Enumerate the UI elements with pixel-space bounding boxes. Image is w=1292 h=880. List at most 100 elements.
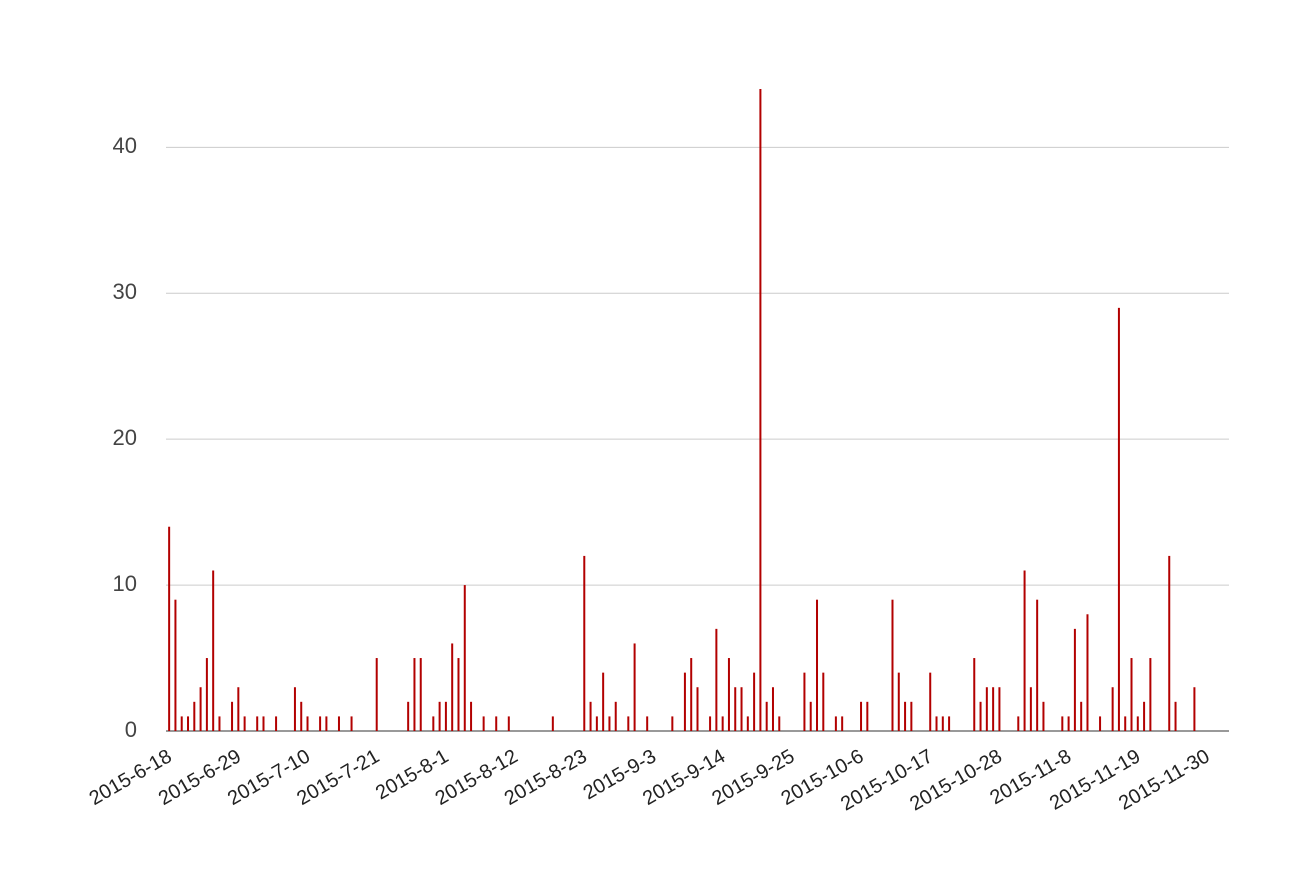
bar	[243, 716, 246, 731]
bar	[1130, 658, 1133, 731]
bar	[608, 716, 611, 731]
bar	[212, 570, 215, 731]
y-tick-label: 10	[113, 571, 137, 596]
bar	[803, 672, 806, 731]
bar	[671, 716, 674, 731]
bar	[1067, 716, 1070, 731]
bar	[1099, 716, 1102, 731]
bar	[627, 716, 630, 731]
bar	[1036, 599, 1039, 731]
bar	[495, 716, 498, 731]
bar	[841, 716, 844, 731]
bar	[746, 716, 749, 731]
bar	[256, 716, 259, 731]
bar	[589, 701, 592, 731]
bar	[941, 716, 944, 731]
bar	[834, 716, 837, 731]
bar	[1193, 687, 1196, 731]
bar	[438, 701, 441, 731]
bar	[231, 701, 234, 731]
bar	[470, 701, 473, 731]
bar	[1124, 716, 1127, 731]
bar	[646, 716, 649, 731]
bar	[1136, 716, 1139, 731]
bar	[1042, 701, 1045, 731]
bar	[180, 716, 183, 731]
bar	[1029, 687, 1032, 731]
bar	[891, 599, 894, 731]
bar	[759, 89, 762, 731]
bar	[690, 658, 693, 731]
bar	[904, 701, 907, 731]
bar	[910, 701, 913, 731]
bar	[992, 687, 995, 731]
bar	[419, 658, 422, 731]
y-tick-label: 20	[113, 425, 137, 450]
bar	[319, 716, 322, 731]
bar	[771, 687, 774, 731]
bar	[237, 687, 240, 731]
bar	[306, 716, 309, 731]
y-tick-label: 40	[113, 133, 137, 158]
bar	[973, 658, 976, 731]
bar	[709, 716, 712, 731]
bar	[457, 658, 460, 731]
bar	[816, 599, 819, 731]
bar	[985, 687, 988, 731]
bar	[998, 687, 1001, 731]
bar	[1073, 628, 1076, 731]
bar	[683, 672, 686, 731]
bar	[218, 716, 221, 731]
bar	[551, 716, 554, 731]
bar	[602, 672, 605, 731]
bar	[897, 672, 900, 731]
bar	[1117, 307, 1120, 731]
bar	[1086, 614, 1089, 731]
bar	[275, 716, 278, 731]
bar	[413, 658, 416, 731]
bar	[432, 716, 435, 731]
bar	[948, 716, 951, 731]
bar	[375, 658, 378, 731]
bar	[866, 701, 869, 731]
bar	[1017, 716, 1020, 731]
bar	[614, 701, 617, 731]
bar	[168, 526, 171, 731]
bar	[583, 555, 586, 731]
bar	[715, 628, 718, 731]
bar	[1149, 658, 1152, 731]
bar	[174, 599, 177, 731]
bar	[293, 687, 296, 731]
y-tick-label: 0	[125, 717, 137, 742]
bar	[696, 687, 699, 731]
bar	[778, 716, 781, 731]
bar	[809, 701, 812, 731]
bar	[727, 658, 730, 731]
bar	[300, 701, 303, 731]
bar	[463, 585, 466, 731]
bar	[734, 687, 737, 731]
bar	[740, 687, 743, 731]
bar	[1080, 701, 1083, 731]
bar	[822, 672, 825, 731]
bar	[595, 716, 598, 731]
bar	[451, 643, 454, 731]
bar	[262, 716, 265, 731]
bar	[765, 701, 768, 731]
bar	[1061, 716, 1064, 731]
bar	[979, 701, 982, 731]
bar	[199, 687, 202, 731]
bar	[753, 672, 756, 731]
bar	[935, 716, 938, 731]
bar	[1111, 687, 1114, 731]
bar	[187, 716, 190, 731]
bar	[1168, 555, 1171, 731]
bar	[507, 716, 510, 731]
y-tick-label: 30	[113, 279, 137, 304]
bar	[929, 672, 932, 731]
bar	[444, 701, 447, 731]
bar	[350, 716, 353, 731]
bar	[633, 643, 636, 731]
